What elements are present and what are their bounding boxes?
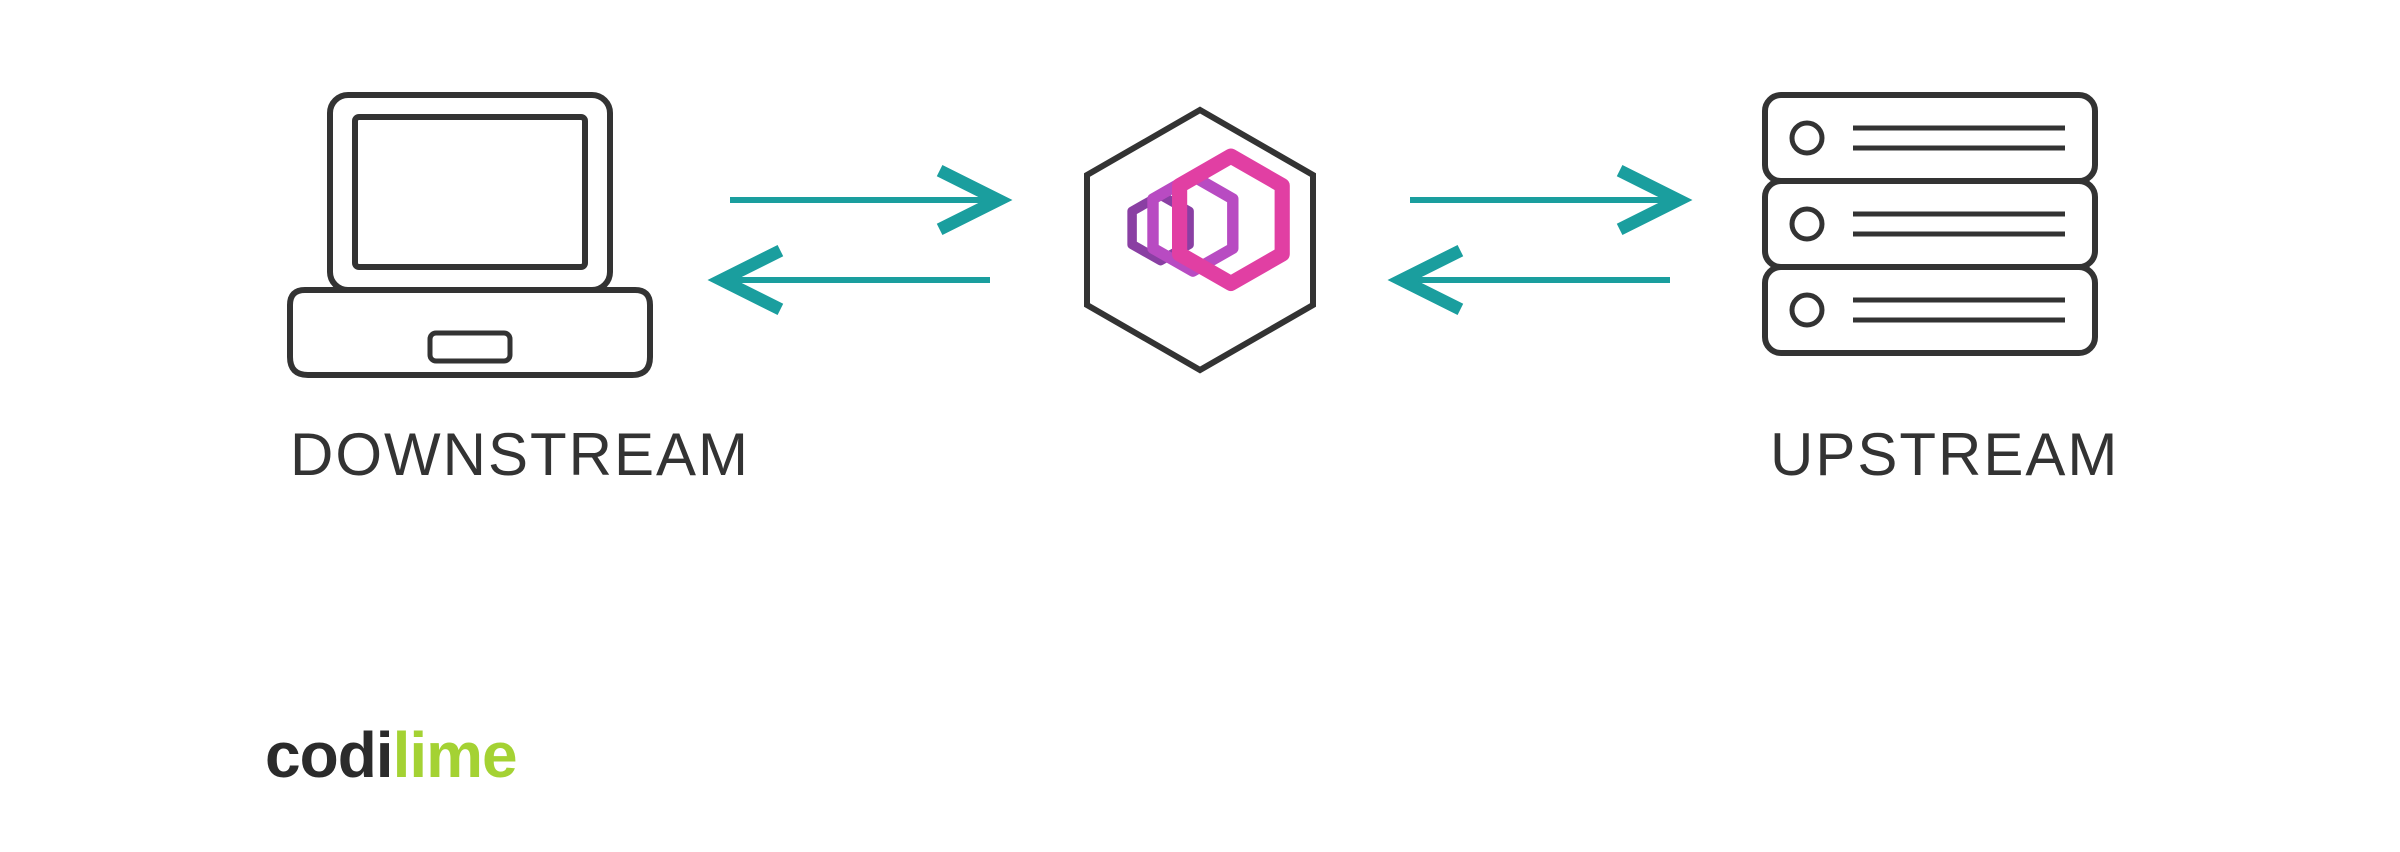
diagram-canvas: DOWNSTREAM UPSTREAM codilime — [0, 0, 2400, 852]
laptop-icon — [290, 95, 650, 375]
codilime-logo: codilime — [265, 718, 517, 792]
hexagon-proxy-icon — [1087, 110, 1313, 370]
server-stack-icon — [1765, 95, 2095, 353]
logo-part-lime: lime — [393, 719, 517, 791]
downstream-label: DOWNSTREAM — [290, 420, 750, 489]
upstream-label: UPSTREAM — [1770, 420, 2119, 489]
logo-part-codi: codi — [265, 719, 393, 791]
